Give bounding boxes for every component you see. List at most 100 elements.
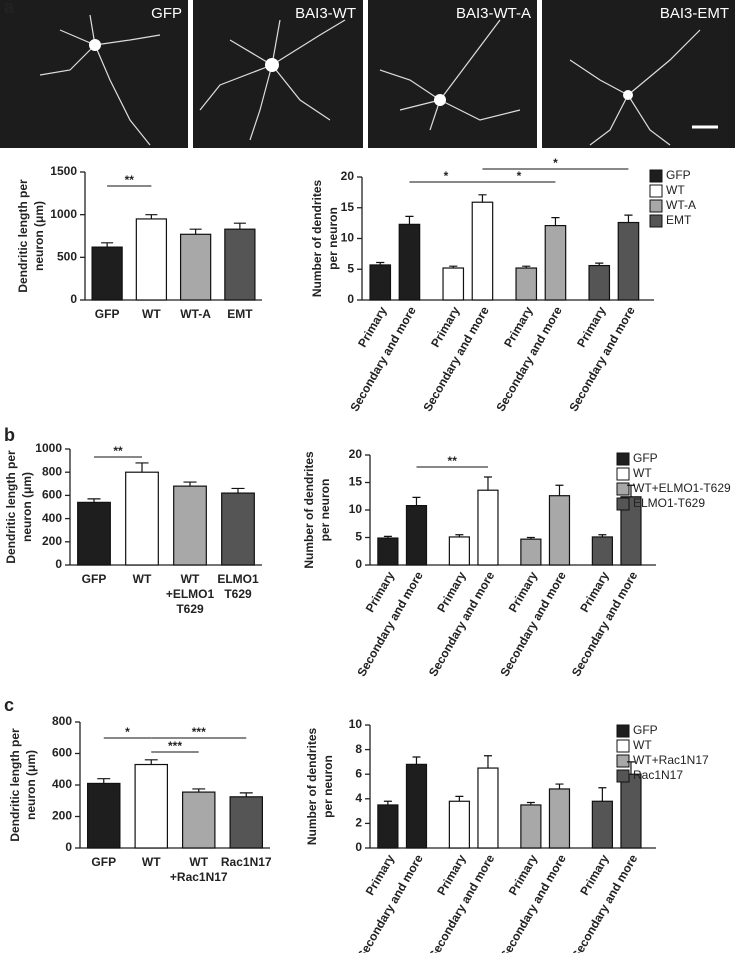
y-tick-label: 5 — [355, 530, 362, 544]
y-tick-label: 1500 — [50, 164, 77, 178]
error-bar — [455, 534, 464, 537]
legend-label: EMT — [666, 213, 692, 227]
error-bar — [231, 487, 245, 494]
bar — [377, 537, 399, 566]
bar — [448, 536, 470, 566]
bar — [442, 267, 465, 301]
x-tick-label: Rac1N17 — [221, 855, 272, 869]
y-tick-label: 200 — [52, 809, 72, 823]
y-tick-label: 15 — [349, 475, 363, 489]
error-bar — [405, 215, 414, 225]
bar — [369, 264, 392, 301]
micrograph — [542, 0, 735, 148]
legend-label: WT-A — [666, 198, 696, 212]
error-bar — [145, 214, 158, 219]
y-tick-label: 1000 — [50, 207, 77, 221]
x-tick-label: T629 — [224, 587, 252, 601]
legend-swatch — [616, 497, 630, 511]
error-bar — [551, 216, 560, 226]
error-bar — [555, 783, 564, 789]
legend-label: Rac1N17 — [633, 768, 683, 782]
y-axis-title: Dendritic length per — [4, 450, 18, 564]
y-axis-title: Number of dendrites — [310, 180, 324, 298]
error-bar — [189, 228, 202, 235]
significance-label: *** — [192, 725, 206, 739]
x-tick-label: +ELMO1 — [166, 587, 215, 601]
bar — [405, 505, 428, 566]
y-tick-label: 600 — [52, 746, 72, 760]
error-bar — [383, 800, 392, 805]
legend-swatch — [649, 184, 663, 198]
y-axis-title: per neuron — [326, 207, 340, 270]
y-tick-label: 500 — [57, 250, 77, 264]
bar — [471, 201, 494, 301]
bar — [182, 791, 216, 849]
error-bar — [144, 759, 158, 765]
y-axis-title: Dendritic length per — [8, 728, 22, 842]
bar — [405, 763, 428, 849]
bar — [548, 495, 571, 566]
y-axis-title: Dendritic length per — [16, 179, 30, 293]
x-tick-label: WT — [133, 572, 152, 586]
y-axis-title: per neuron — [321, 755, 335, 818]
micrograph-label: BAI3-WT — [295, 5, 356, 22]
legend-label: WT — [633, 466, 652, 480]
x-tick-label: WT-A — [180, 307, 211, 321]
x-tick-label: GFP — [95, 307, 120, 321]
error-bar — [87, 498, 101, 503]
error-bar — [455, 795, 464, 802]
significance-label: * — [125, 725, 130, 739]
x-tick-label: WT — [142, 307, 161, 321]
error-bar — [522, 265, 531, 269]
error-bar — [383, 535, 392, 539]
error-bar — [412, 756, 421, 765]
micrograph-label: GFP — [151, 5, 182, 22]
error-bar — [183, 481, 197, 487]
x-tick-label: GFP — [91, 855, 116, 869]
bar — [377, 804, 399, 849]
error-bar — [483, 476, 492, 491]
y-axis-title: neuron (μm) — [20, 472, 34, 542]
bar — [173, 485, 207, 566]
bar — [520, 538, 542, 566]
error-bar — [97, 778, 111, 784]
bar — [620, 773, 642, 849]
error-bar — [624, 214, 633, 223]
y-tick-label: 0 — [65, 840, 72, 854]
error-bar — [483, 755, 492, 769]
legend-swatch — [616, 452, 630, 466]
bar — [520, 804, 542, 849]
legend-swatch — [649, 199, 663, 213]
error-bar — [376, 261, 385, 265]
legend-swatch — [616, 724, 630, 738]
legend-swatch — [616, 739, 630, 753]
error-bar — [412, 496, 421, 506]
micrograph — [193, 0, 363, 148]
y-tick-label: 400 — [52, 777, 72, 791]
significance-label: *** — [168, 739, 182, 753]
error-bar — [626, 761, 635, 775]
error-bar — [595, 262, 604, 266]
y-tick-label: 6 — [355, 766, 362, 780]
error-bar — [478, 194, 487, 203]
y-tick-label: 0 — [55, 557, 62, 571]
error-bar — [526, 801, 535, 805]
bar — [229, 796, 264, 849]
bar — [448, 800, 470, 849]
x-tick-label: WT — [181, 572, 200, 586]
x-tick-label: WT — [189, 855, 208, 869]
x-tick-label: GFP — [82, 572, 107, 586]
y-tick-label: 200 — [42, 534, 62, 548]
y-tick-label: 0 — [355, 557, 362, 571]
error-bar — [233, 222, 246, 230]
y-tick-label: 8 — [355, 742, 362, 756]
y-axis-title: neuron (μm) — [32, 201, 46, 271]
y-tick-label: 10 — [349, 502, 363, 516]
legend-swatch — [649, 169, 663, 183]
bar — [224, 228, 256, 301]
legend-swatch — [616, 467, 630, 481]
legend-label: GFP — [666, 168, 691, 182]
y-tick-label: 10 — [341, 231, 355, 245]
significance-label: * — [517, 169, 522, 183]
